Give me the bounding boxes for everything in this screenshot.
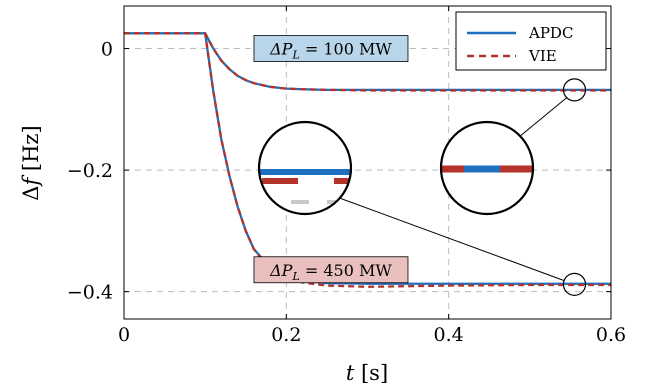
zoom-inset-border-450 — [257, 120, 353, 216]
annotation-label-0: ΔPL = 100 MW — [269, 40, 392, 62]
zoom-target-circle-1 — [562, 272, 587, 296]
zoom-connector-450 — [333, 195, 564, 281]
x-tick-label-2: 0.4 — [434, 324, 464, 346]
legend-box — [455, 11, 607, 71]
annotation-box-1 — [253, 256, 409, 284]
x-tick-label-3: 0.6 — [596, 324, 626, 346]
legend-label-vie: VIE — [528, 47, 557, 65]
zoom-inset-450 — [259, 122, 351, 214]
annotation-label-1: ΔPL = 450 MW — [269, 261, 392, 283]
zoom-inset-bg-450 — [259, 122, 351, 214]
zoom-inset-100 — [441, 122, 533, 214]
zoom-connector-100 — [518, 97, 567, 138]
y-tick-label-2: −0.4 — [67, 282, 113, 304]
y-tick-label-0: 0 — [101, 39, 113, 61]
annotation-box-0 — [253, 35, 409, 62]
plot-frame — [123, 5, 612, 320]
axis-ticks: 0 0.2 0.4 0.6 0 −0.2 −0.4 — [67, 6, 626, 346]
x-tick-label-0: 0 — [118, 324, 130, 346]
legend: APDC VIE — [455, 11, 607, 71]
y-axis-label: Δf [Hz] — [19, 125, 43, 200]
series-apdc-line-450 — [124, 32, 611, 285]
legend-label-apdc: APDC — [528, 24, 573, 42]
y-tick-label-1: −0.2 — [67, 160, 113, 182]
series-vie-line-100 — [124, 32, 611, 92]
series-lines — [124, 32, 611, 288]
x-axis-label: t [s] — [346, 361, 388, 385]
annotations: ΔPL = 100 MW ΔPL = 450 MW — [253, 35, 409, 284]
zoom-inset-border-100 — [439, 120, 535, 216]
series-vie-line-450 — [124, 32, 611, 288]
x-tick-label-1: 0.2 — [271, 324, 301, 346]
zoom-target-circle-0 — [562, 78, 587, 102]
axis-labels: t [s] Δf [Hz] — [19, 125, 388, 385]
